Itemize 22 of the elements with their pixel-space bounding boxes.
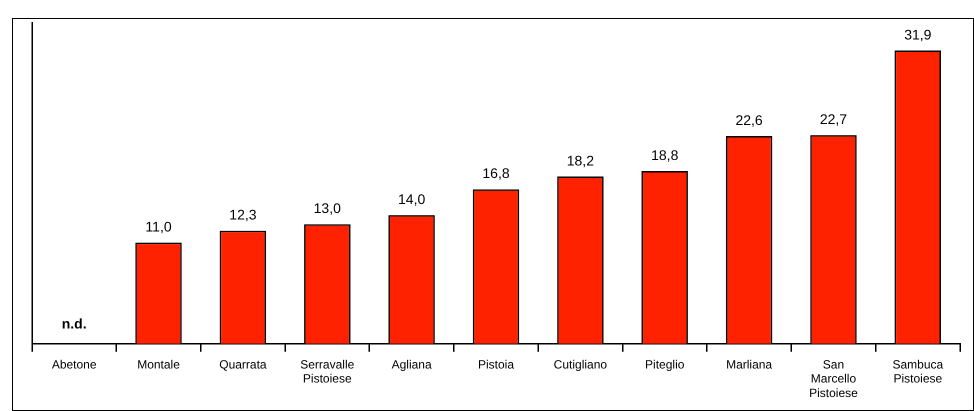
x-tick-label: Marliana xyxy=(726,357,772,372)
x-tick-label: San Marcello Pistoiese xyxy=(809,357,858,400)
x-tick-label: Cutigliano xyxy=(554,357,608,372)
data-label: 12,3 xyxy=(229,206,257,223)
x-tick-label: Pistoia xyxy=(478,357,514,372)
data-label: 18,8 xyxy=(651,146,679,163)
x-tick-label: Abetone xyxy=(52,357,97,372)
data-label: 11,0 xyxy=(145,218,172,235)
data-label: 22,6 xyxy=(735,112,763,128)
text: n.d. xyxy=(62,316,87,332)
x-tick-label: Quarrata xyxy=(219,357,267,372)
x-tick-label: Montale xyxy=(137,357,180,372)
data-label: 31,9 xyxy=(904,26,932,42)
data-label: 14,0 xyxy=(398,190,426,207)
data-label: 16,8 xyxy=(482,165,510,182)
x-tick-label: Agliana xyxy=(392,357,432,372)
data-label: 22,7 xyxy=(820,110,848,127)
data-label: 13,0 xyxy=(314,200,342,216)
x-tick-label: Serravalle Pistoiese xyxy=(300,357,355,386)
x-tick-label: Sambuca Pistoiese xyxy=(892,357,944,386)
data-label: 18,2 xyxy=(566,152,594,168)
x-tick-label: Piteglio xyxy=(645,357,685,372)
